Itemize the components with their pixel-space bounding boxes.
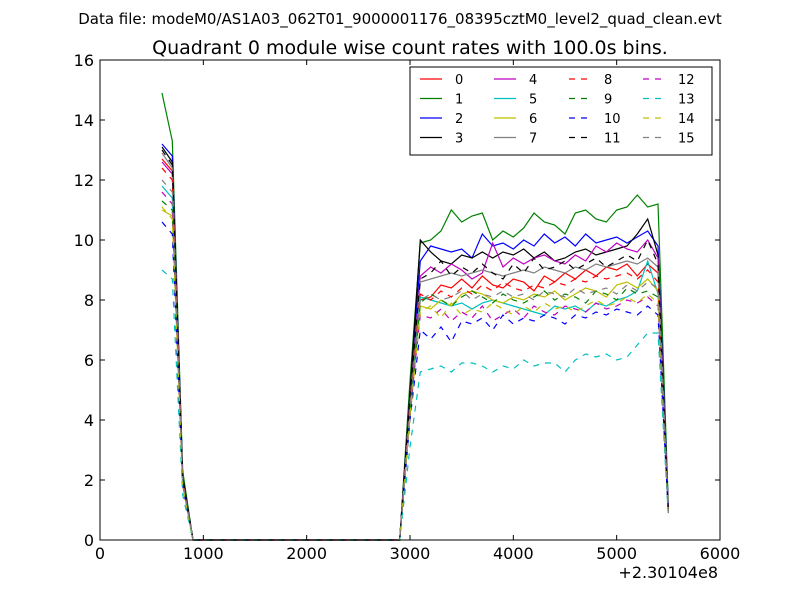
x-tick-label: 3000 [390, 544, 431, 563]
series-line-10 [161, 221, 669, 541]
y-tick-label: 10 [74, 231, 94, 250]
legend-label-6: 6 [529, 112, 537, 127]
x-tick-label: 0 [95, 544, 105, 563]
y-tick-label: 4 [84, 411, 94, 430]
y-tick-label: 6 [84, 351, 94, 370]
series-line-7 [161, 152, 669, 541]
y-tick-label: 12 [74, 171, 94, 190]
series-line-12 [161, 191, 669, 541]
y-tick-label: 14 [74, 111, 94, 130]
legend-label-14: 14 [678, 112, 695, 127]
legend-label-5: 5 [529, 93, 537, 108]
series-line-15 [161, 179, 669, 541]
legend-label-2: 2 [455, 112, 463, 127]
legend-label-1: 1 [455, 93, 463, 108]
chart-title: Quadrant 0 module wise count rates with … [152, 37, 668, 59]
y-tick-label: 16 [74, 51, 94, 70]
x-tick-label: 4000 [493, 544, 534, 563]
legend-label-15: 15 [678, 132, 695, 147]
legend-label-4: 4 [529, 73, 537, 88]
y-tick-label: 0 [84, 531, 94, 550]
series-line-8 [161, 167, 669, 541]
y-tick-label: 2 [84, 471, 94, 490]
x-tick-label: 5000 [596, 544, 637, 563]
series-line-14 [161, 206, 669, 541]
x-tick-label: 6000 [700, 544, 741, 563]
legend-label-12: 12 [678, 73, 695, 88]
suptitle: Data file: modeM0/AS1A03_062T01_90000011… [78, 10, 722, 29]
legend-label-10: 10 [604, 112, 621, 127]
series-layer [161, 92, 669, 541]
x-offset-label: +2.30104e8 [618, 563, 718, 582]
legend-label-11: 11 [604, 132, 621, 147]
y-tick-label: 8 [84, 291, 94, 310]
legend-label-13: 13 [678, 93, 695, 108]
x-tick-label: 1000 [183, 544, 224, 563]
x-tick-label: 2000 [286, 544, 327, 563]
legend-frame [409, 66, 713, 156]
legend-label-7: 7 [529, 132, 537, 147]
legend-label-8: 8 [604, 73, 612, 88]
legend-label-3: 3 [455, 132, 463, 147]
legend-label-0: 0 [455, 73, 463, 88]
legend-label-9: 9 [604, 93, 612, 108]
